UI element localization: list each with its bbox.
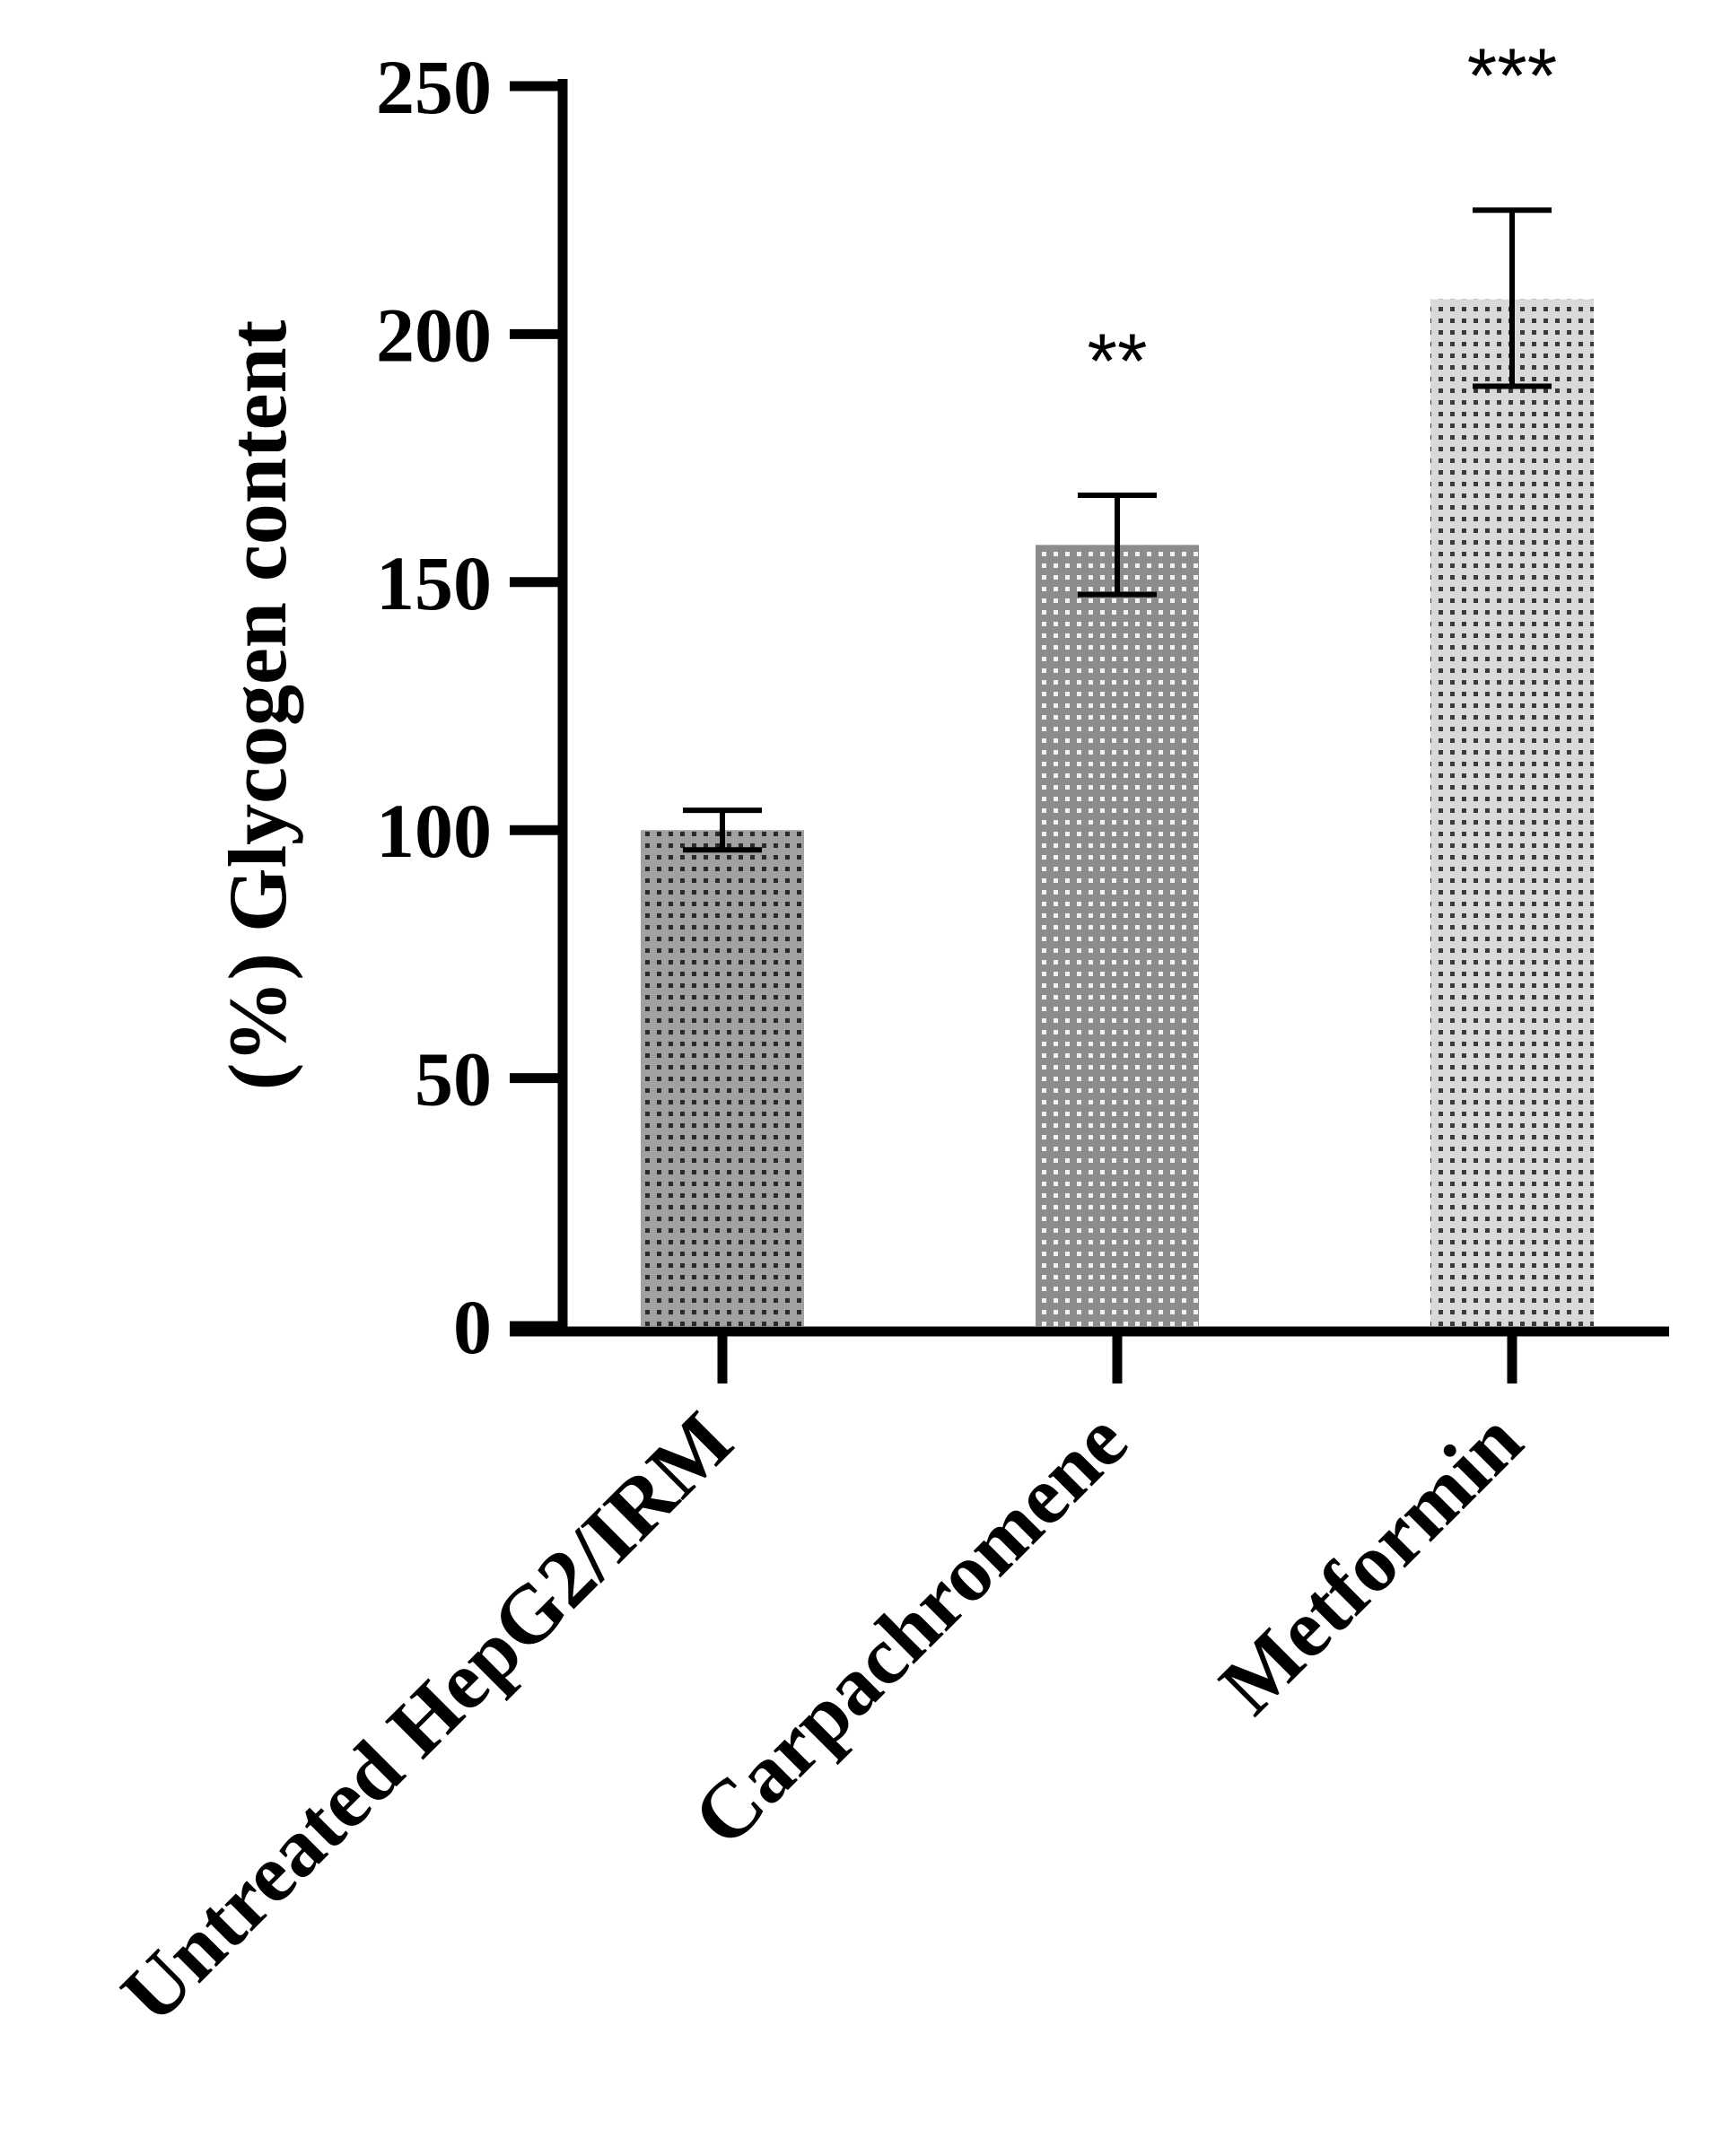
x-tick-label-2: Carpachromene bbox=[676, 1394, 1145, 1864]
y-tick-label: 250 bbox=[376, 44, 492, 130]
bar-1 bbox=[641, 830, 804, 1326]
significance-label-3: *** bbox=[1467, 33, 1557, 119]
y-tick-label: 100 bbox=[376, 788, 492, 874]
error-bar-2 bbox=[1078, 493, 1157, 598]
error-bar-1 bbox=[683, 807, 762, 853]
y-tick-label: 200 bbox=[376, 292, 492, 378]
bars bbox=[641, 299, 1594, 1327]
x-tick-label-3: Metformin bbox=[1202, 1394, 1540, 1732]
bar-2 bbox=[1036, 545, 1199, 1326]
y-tick-label: 50 bbox=[415, 1036, 492, 1122]
significance-markers: ***** bbox=[1088, 33, 1558, 405]
axes bbox=[510, 79, 1669, 1337]
bar-3 bbox=[1430, 299, 1594, 1327]
significance-label-2: ** bbox=[1088, 319, 1148, 405]
y-tick-label: 150 bbox=[376, 540, 492, 626]
error-bars bbox=[683, 207, 1552, 853]
x-tick-label-1: Untreated HepG2/IRM bbox=[104, 1394, 750, 2040]
y-ticks: 0 50 100 150 200 250 bbox=[376, 44, 563, 1370]
y-axis-label: (%) Glycogen content bbox=[212, 319, 303, 1090]
y-tick-label: 0 bbox=[453, 1284, 492, 1370]
error-bar-3 bbox=[1473, 207, 1552, 389]
